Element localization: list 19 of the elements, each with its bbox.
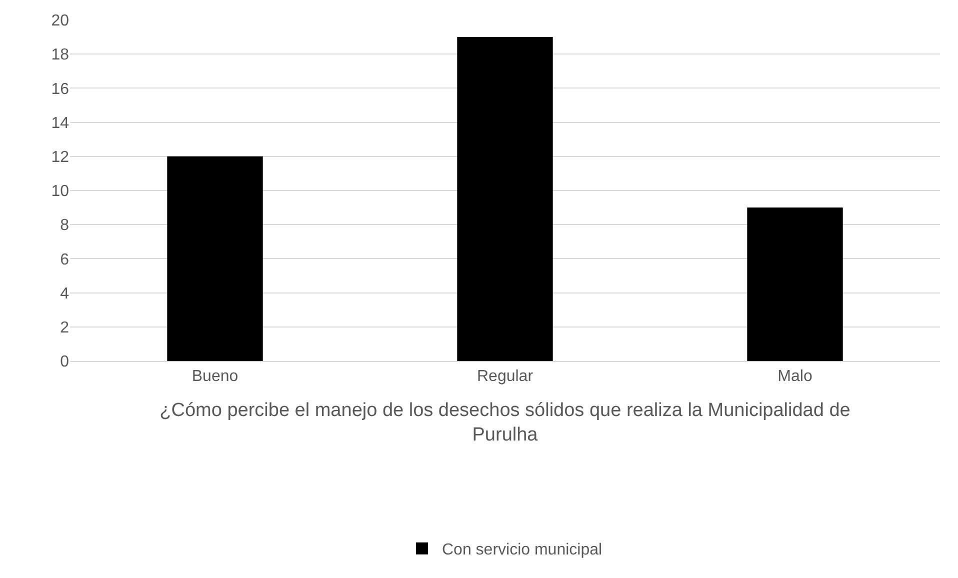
- x-tick-label: Bueno: [192, 368, 238, 386]
- bar: [457, 37, 553, 361]
- y-tick-label: 4: [60, 285, 70, 302]
- y-tick-label: 20: [51, 12, 70, 30]
- legend-label: Con servicio municipal: [442, 542, 602, 559]
- x-tick-label: Regular: [476, 368, 534, 386]
- y-tick-label: 0: [60, 354, 70, 371]
- bar: [747, 208, 843, 361]
- bar: [167, 156, 263, 361]
- y-tick-label: 10: [51, 183, 70, 200]
- y-tick-label: 18: [51, 46, 70, 64]
- y-tick-label: 16: [51, 80, 70, 98]
- y-tick-label: 14: [51, 114, 70, 132]
- y-tick-label: 2: [60, 320, 70, 336]
- x-tick-label: Malo: [778, 368, 812, 386]
- y-tick-label: 12: [51, 149, 70, 166]
- y-tick-label: 6: [60, 251, 70, 268]
- x-axis-title: ¿Cómo percibe el manejo de los desechos sólidos que realiza la Municipalidad de Purulha: [160, 400, 850, 446]
- y-tick-label: 8: [60, 217, 70, 234]
